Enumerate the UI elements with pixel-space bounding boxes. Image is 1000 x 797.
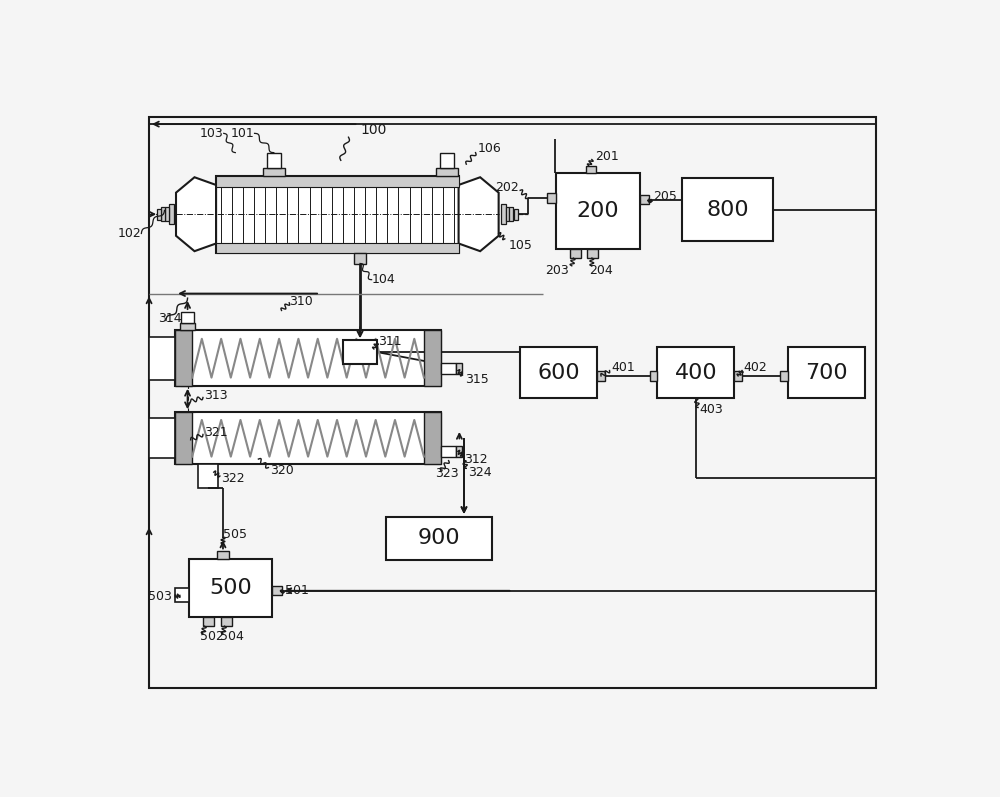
Bar xyxy=(682,178,773,241)
Bar xyxy=(165,207,169,221)
Text: 313: 313 xyxy=(205,389,228,402)
Text: 401: 401 xyxy=(611,361,635,374)
Bar xyxy=(640,195,649,204)
Bar xyxy=(175,412,441,465)
Bar xyxy=(570,249,581,258)
Bar xyxy=(175,587,189,602)
Bar xyxy=(506,207,509,221)
Text: 324: 324 xyxy=(468,465,491,479)
Text: 106: 106 xyxy=(478,143,502,155)
Bar xyxy=(556,174,640,249)
Bar xyxy=(272,586,282,595)
Bar xyxy=(157,209,161,220)
Bar xyxy=(189,559,272,617)
Text: 102: 102 xyxy=(118,227,141,240)
Bar xyxy=(650,371,657,381)
Polygon shape xyxy=(176,177,216,251)
Text: 100: 100 xyxy=(360,123,386,136)
Bar xyxy=(657,347,734,398)
Bar xyxy=(216,175,459,253)
Bar xyxy=(149,418,175,458)
Bar xyxy=(424,331,441,386)
Bar xyxy=(456,363,462,374)
Bar xyxy=(780,371,788,381)
Bar xyxy=(175,412,192,465)
Bar xyxy=(587,249,598,258)
Bar xyxy=(501,204,506,224)
Text: 202: 202 xyxy=(495,181,519,194)
Text: 101: 101 xyxy=(231,127,255,139)
Bar xyxy=(263,168,285,175)
Text: 700: 700 xyxy=(805,363,848,383)
Bar xyxy=(161,207,165,221)
Text: 314: 314 xyxy=(158,312,182,324)
Text: 203: 203 xyxy=(545,264,569,277)
Text: 320: 320 xyxy=(270,464,294,477)
Bar xyxy=(424,412,441,465)
Bar xyxy=(514,209,518,220)
Text: 500: 500 xyxy=(209,579,252,599)
Bar xyxy=(788,347,865,398)
Bar xyxy=(198,465,218,488)
Text: 312: 312 xyxy=(464,453,488,466)
Bar xyxy=(180,323,195,331)
Bar xyxy=(441,363,456,374)
Polygon shape xyxy=(459,177,499,251)
Text: 315: 315 xyxy=(466,373,489,387)
Text: 503: 503 xyxy=(148,591,172,603)
Bar xyxy=(149,336,175,379)
Text: 105: 105 xyxy=(509,238,533,252)
Text: 400: 400 xyxy=(674,363,717,383)
Text: 505: 505 xyxy=(223,528,247,541)
Text: 310: 310 xyxy=(289,295,313,308)
Bar xyxy=(267,152,281,168)
Text: 311: 311 xyxy=(379,335,402,347)
Text: 800: 800 xyxy=(706,199,749,220)
Bar xyxy=(203,617,214,626)
Text: 103: 103 xyxy=(200,127,224,139)
Bar xyxy=(520,347,597,398)
Bar xyxy=(586,166,596,174)
Bar xyxy=(181,312,194,323)
Text: 504: 504 xyxy=(220,630,244,643)
Bar xyxy=(509,207,513,221)
Bar xyxy=(386,516,492,560)
Bar xyxy=(441,446,456,457)
Text: 323: 323 xyxy=(435,467,458,481)
Text: 204: 204 xyxy=(589,264,612,277)
Bar xyxy=(440,152,454,168)
Bar xyxy=(456,446,462,457)
Text: 900: 900 xyxy=(418,528,461,548)
Bar xyxy=(436,168,458,175)
Bar xyxy=(175,331,192,386)
Text: 200: 200 xyxy=(577,201,619,221)
Bar xyxy=(216,175,459,186)
Text: 201: 201 xyxy=(595,150,619,163)
Text: 402: 402 xyxy=(744,361,767,374)
Bar xyxy=(354,253,366,264)
Bar xyxy=(169,204,174,224)
Text: 205: 205 xyxy=(653,190,677,203)
Text: 104: 104 xyxy=(372,273,395,286)
Text: 501: 501 xyxy=(285,584,308,597)
Text: 600: 600 xyxy=(537,363,580,383)
Bar xyxy=(175,331,441,386)
Text: 321: 321 xyxy=(205,426,228,438)
Bar xyxy=(597,371,605,381)
Bar xyxy=(734,371,742,381)
Bar xyxy=(547,194,556,202)
Text: 502: 502 xyxy=(200,630,224,643)
Text: 322: 322 xyxy=(221,472,245,485)
Bar xyxy=(217,552,229,559)
Bar xyxy=(216,243,459,253)
Bar xyxy=(343,340,377,364)
Bar xyxy=(221,617,232,626)
Text: 403: 403 xyxy=(700,403,723,416)
